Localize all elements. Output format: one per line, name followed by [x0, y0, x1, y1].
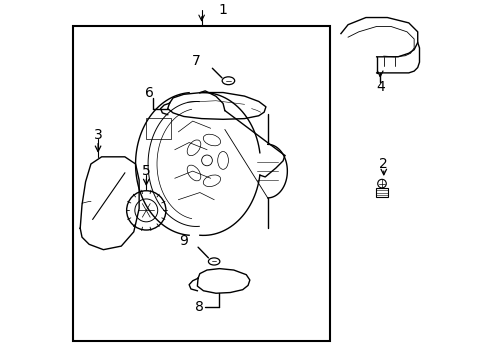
Text: 6: 6 [145, 86, 154, 100]
Text: 9: 9 [179, 234, 188, 248]
Text: 5: 5 [142, 164, 150, 178]
Text: 7: 7 [191, 54, 200, 68]
Bar [73, 26, 329, 341]
Bar [375, 188, 387, 197]
Text: 3: 3 [94, 129, 102, 143]
Text: 2: 2 [379, 157, 387, 171]
Text: 4: 4 [375, 80, 384, 94]
Text: 8: 8 [195, 300, 204, 314]
Bar [146, 117, 171, 139]
Text: 1: 1 [218, 3, 227, 17]
